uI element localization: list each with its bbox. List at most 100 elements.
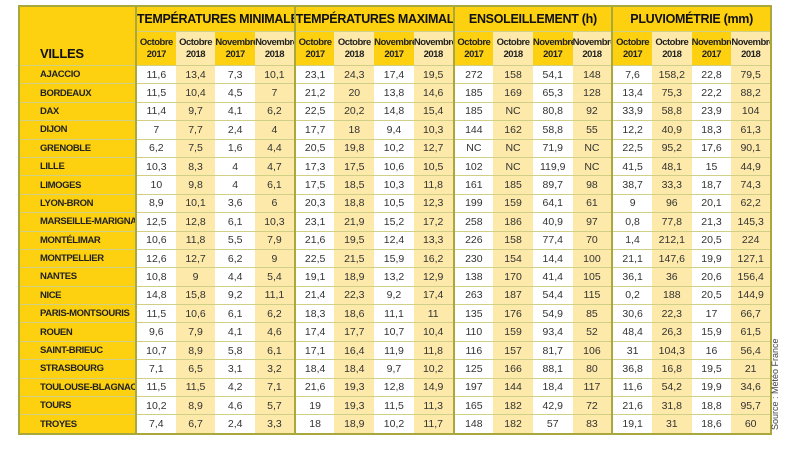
table-cell: 40,9 xyxy=(532,212,573,232)
table-cell: 4,4 xyxy=(215,267,256,287)
table-cell: 8,3 xyxy=(175,157,216,177)
table-cell: 41,5 xyxy=(611,157,652,177)
table-cell: 10,7 xyxy=(135,341,176,361)
table-cell: 21,3 xyxy=(691,212,732,232)
table-cell: 16,8 xyxy=(651,359,692,379)
table-cell: 21,2 xyxy=(293,83,335,103)
table-row: GRENOBLE 6,2 7,5 1,6 4,4 20,5 19,8 10,2 12,7 NC NC… xyxy=(19,139,772,158)
table-cell: 125 xyxy=(452,359,494,379)
table-cell: 6,7 xyxy=(175,414,216,435)
table-cell: 18,3 xyxy=(691,120,732,140)
table-cell: 22,5 xyxy=(611,139,652,158)
table-cell: 186 xyxy=(493,212,533,232)
table-cell: 18,6 xyxy=(691,414,732,435)
table-cell: 102 xyxy=(452,157,494,177)
table-cell: 10,6 xyxy=(374,157,414,177)
table-cell: 158,2 xyxy=(651,65,692,85)
table-cell: 14,8 xyxy=(135,286,176,306)
table-cell: 10,2 xyxy=(135,396,176,416)
period-header: Octobre 2018 xyxy=(334,31,375,66)
table-cell: 85 xyxy=(572,304,613,324)
table-cell: 15 xyxy=(691,157,732,177)
table-cell: 11,7 xyxy=(413,414,454,435)
table-cell: 19,5 xyxy=(413,65,454,85)
table-cell: 148 xyxy=(452,414,494,435)
table-cell: 128 xyxy=(572,83,613,103)
table-cell: 11,1 xyxy=(255,286,295,306)
group-header: PLUVIOMÉTRIE (mm) xyxy=(611,6,772,32)
table-cell: 6,2 xyxy=(255,304,295,324)
table-cell: 6,1 xyxy=(255,175,295,195)
table-cell: 4,2 xyxy=(215,378,256,398)
table-cell: 157 xyxy=(493,341,533,361)
table-cell: 10,1 xyxy=(255,65,295,85)
table-cell: 22,2 xyxy=(691,83,732,103)
table-cell: 158 xyxy=(493,231,533,250)
table-cell: 23,1 xyxy=(293,65,335,85)
table-cell: 97 xyxy=(572,212,613,232)
city-name: MONTPELLIER xyxy=(19,249,136,269)
period-month: Octobre xyxy=(496,36,530,48)
table-cell: 115 xyxy=(572,286,613,306)
table-cell: 11,3 xyxy=(413,396,454,416)
table-cell: 61,3 xyxy=(731,120,772,140)
city-name: SAINT-BRIEUC xyxy=(19,341,136,361)
table-cell: 16,4 xyxy=(334,341,375,361)
table-cell: 22,5 xyxy=(293,102,335,122)
table-cell: 156,4 xyxy=(731,267,772,287)
period-year: 2017 xyxy=(701,48,722,60)
table-cell: 10,2 xyxy=(374,414,414,435)
table-cell: 10,8 xyxy=(135,267,176,287)
period-year: 2017 xyxy=(464,48,484,60)
period-year: 2018 xyxy=(423,48,444,60)
table-cell: 20,6 xyxy=(691,267,732,287)
table-cell: 9,7 xyxy=(374,359,414,379)
table-row: AJACCIO 11,6 13,4 7,3 10,1 23,1 24,3 17,4 19,5 27… xyxy=(19,65,772,85)
table-cell: 119,9 xyxy=(532,157,573,177)
table-cell: 18,8 xyxy=(334,194,375,214)
table-cell: 17,7 xyxy=(334,322,375,342)
table-cell: 7,5 xyxy=(175,139,216,158)
period-header: Novembre 2017 xyxy=(374,31,414,66)
table-cell: 10,7 xyxy=(374,322,414,342)
table-cell: 182 xyxy=(493,396,533,416)
table-cell: 38,7 xyxy=(611,175,652,195)
table-cell: 52 xyxy=(572,322,613,342)
table-cell: 75,3 xyxy=(651,83,692,103)
table-cell: 7 xyxy=(135,120,176,140)
table-cell: 11,6 xyxy=(611,378,652,398)
table-cell: 31 xyxy=(651,414,692,435)
city-name: BORDEAUX xyxy=(19,83,136,103)
city-name: DAX xyxy=(19,102,136,122)
table-cell: 8,9 xyxy=(175,341,216,361)
table-cell: 81,7 xyxy=(532,341,573,361)
table-cell: 230 xyxy=(452,249,494,269)
table-cell: 11,5 xyxy=(135,304,176,324)
table-cell: 10,2 xyxy=(413,359,454,379)
table-cell: 9,8 xyxy=(175,175,216,195)
table-cell: 21,6 xyxy=(293,231,335,250)
table-cell: 104 xyxy=(731,102,772,122)
table-cell: 6,2 xyxy=(135,139,176,158)
table-cell: 144,9 xyxy=(731,286,772,306)
period-year: 2017 xyxy=(225,48,246,60)
table-cell: 212,1 xyxy=(651,231,692,250)
period-header: Octobre 2018 xyxy=(493,31,533,66)
table-cell: 226 xyxy=(452,231,494,250)
table-cell: 145,3 xyxy=(731,212,772,232)
table-cell: 4,1 xyxy=(215,322,256,342)
table-cell: 10,3 xyxy=(413,120,454,140)
table-cell: 9,2 xyxy=(374,286,414,306)
table-cell: 197 xyxy=(452,378,494,398)
table-cell: 135 xyxy=(452,304,494,324)
table-cell: 8,9 xyxy=(175,396,216,416)
table-cell: 21,1 xyxy=(611,249,652,269)
table-cell: 11,5 xyxy=(374,396,414,416)
table-cell: 21,9 xyxy=(334,212,375,232)
table-cell: 36,8 xyxy=(611,359,652,379)
table-cell: 187 xyxy=(493,286,533,306)
table-cell: 159 xyxy=(493,322,533,342)
table-cell: 11,5 xyxy=(135,378,176,398)
table-cell: 3,6 xyxy=(215,194,256,214)
table-cell: 66,7 xyxy=(731,304,772,324)
